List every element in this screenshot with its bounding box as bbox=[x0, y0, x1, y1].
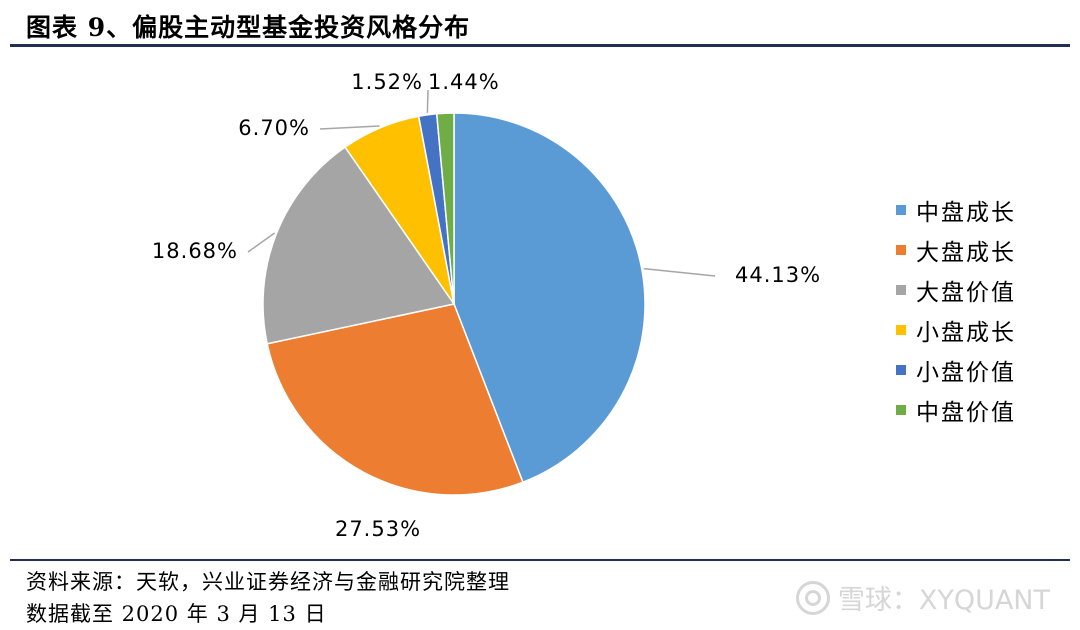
legend-swatch bbox=[896, 365, 906, 375]
legend-item-6: 中盘价值 bbox=[896, 390, 1016, 430]
data-label-3: 18.68% bbox=[152, 239, 238, 263]
legend-label: 大盘成长 bbox=[916, 240, 1016, 266]
legend-item-4: 小盘成长 bbox=[896, 310, 1016, 350]
watermark: 雪球：XYQUANT bbox=[795, 578, 1050, 617]
legend-label: 小盘价值 bbox=[916, 360, 1016, 386]
legend-swatch bbox=[896, 325, 906, 335]
legend-swatch bbox=[896, 285, 906, 295]
data-label-1: 44.13% bbox=[735, 263, 821, 287]
chart-legend: 中盘成长大盘成长大盘价值小盘成长小盘价值中盘价值 bbox=[896, 190, 1016, 430]
legend-label: 中盘价值 bbox=[916, 400, 1016, 426]
data-label-5: 1.52% bbox=[351, 70, 423, 94]
legend-label: 中盘成长 bbox=[916, 200, 1016, 226]
pie-slice-6 bbox=[435, 112, 455, 305]
date-note: 数据截至 2020 年 3 月 13 日 bbox=[26, 602, 327, 626]
leader-line-4 bbox=[319, 125, 380, 130]
leader-line-5 bbox=[426, 89, 429, 113]
pie-slice-2 bbox=[266, 303, 524, 496]
legend-label: 小盘成长 bbox=[916, 320, 1016, 346]
data-label-2: 27.53% bbox=[335, 517, 421, 541]
legend-swatch bbox=[896, 205, 906, 215]
title-divider bbox=[10, 44, 1070, 47]
footer-divider bbox=[10, 559, 1070, 561]
leader-line-1 bbox=[643, 267, 716, 277]
chart-title: 图表 9、偏股主动型基金投资风格分布 bbox=[26, 13, 471, 42]
legend-item-3: 大盘价值 bbox=[896, 270, 1016, 310]
legend-item-2: 大盘成长 bbox=[896, 230, 1016, 270]
source-note: 资料来源：天软，兴业证券经济与金融研究院整理 bbox=[26, 570, 510, 594]
leader-line-3 bbox=[247, 232, 276, 253]
pie-chart: 44.13% 27.53% 18.68% 6.70% 1.52% 1.44% bbox=[152, 70, 821, 541]
legend-swatch bbox=[896, 245, 906, 255]
watermark-text: 雪球：XYQUANT bbox=[837, 585, 1050, 616]
snowball-logo-icon bbox=[795, 580, 830, 615]
legend-label: 大盘价值 bbox=[916, 280, 1016, 306]
pie-slice-1 bbox=[453, 112, 646, 484]
legend-item-1: 中盘成长 bbox=[896, 190, 1016, 230]
data-label-6: 1.44% bbox=[428, 70, 500, 94]
legend-item-5: 小盘价值 bbox=[896, 350, 1016, 390]
data-label-4: 6.70% bbox=[238, 116, 310, 140]
pie-slice-3 bbox=[262, 146, 456, 345]
legend-swatch bbox=[896, 405, 906, 415]
